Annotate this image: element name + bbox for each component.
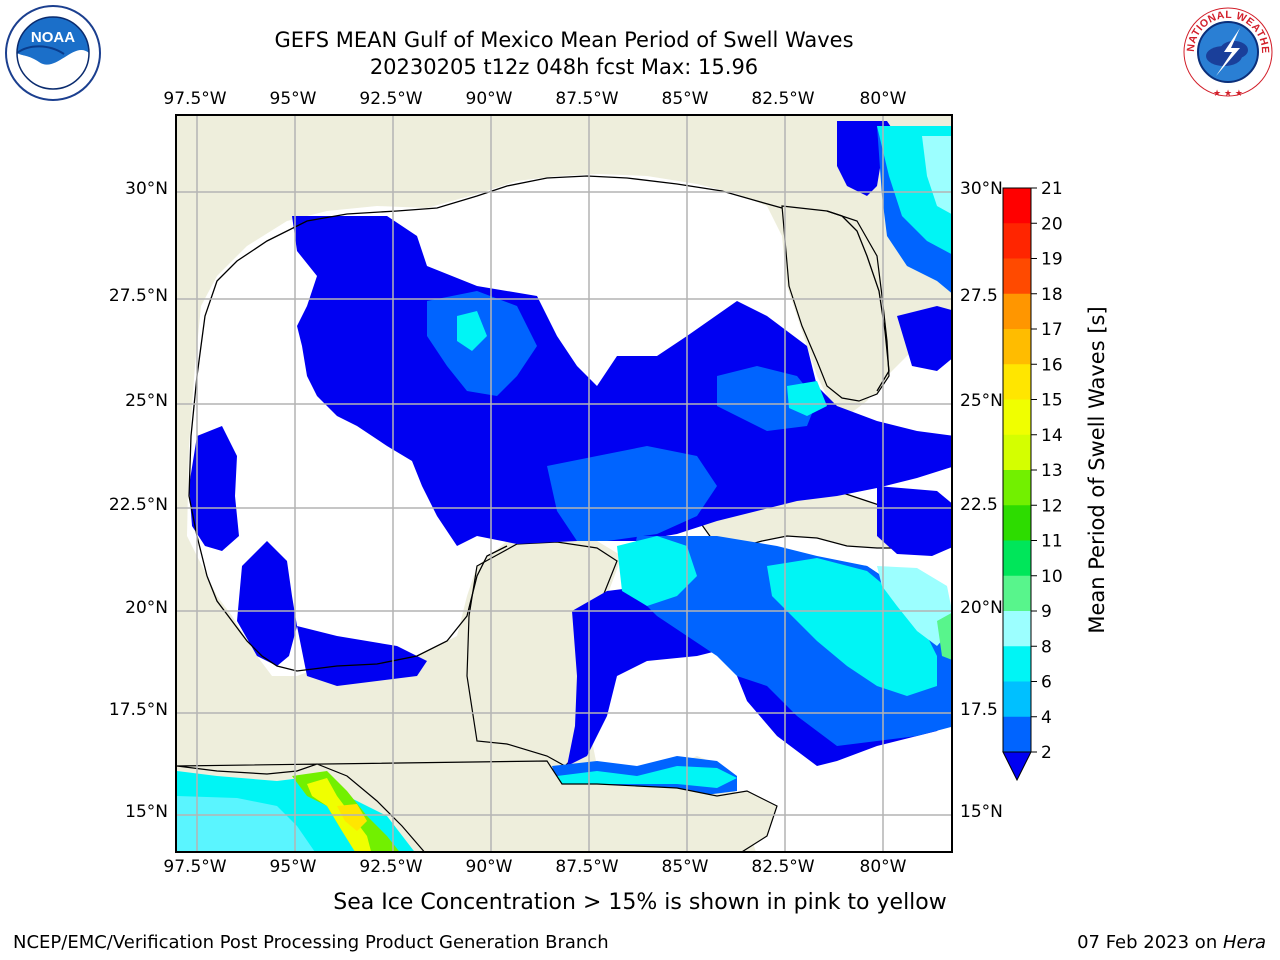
colorbar-segment xyxy=(1003,364,1031,400)
lon-label-bottom: 87.5°W xyxy=(555,857,619,877)
map-subtitle: 20230205 t12z 048h fcst Max: 15.96 xyxy=(369,55,759,79)
lon-label-top: 97.5°W xyxy=(163,89,227,109)
colorbar-segment xyxy=(1003,329,1031,365)
noaa-logo: NOAA xyxy=(5,5,101,101)
florida-coastline xyxy=(826,210,890,392)
colorbar-segment xyxy=(1003,188,1031,224)
colorbar-tick-label: 9 xyxy=(1041,602,1052,622)
colorbar-tick-label: 4 xyxy=(1041,708,1052,728)
lat-label-right: 25°N xyxy=(960,391,1003,411)
mexico-coastline xyxy=(206,545,508,672)
colorbar-tick-label: 12 xyxy=(1041,496,1063,516)
lat-label-right: 27.5 xyxy=(960,286,998,306)
pacific-ocean-region-outer xyxy=(177,796,315,851)
colorbar: 21 20 19 18 17 16 15 14 13 12 11 10 9 8 6 4 2 xyxy=(1002,180,1063,782)
colorbar-tick-label: 8 xyxy=(1041,637,1052,657)
map-canvas xyxy=(177,116,951,851)
colorbar-segment xyxy=(1003,223,1031,259)
colorbar-tick-label: 11 xyxy=(1041,532,1063,552)
lat-label-right: 15°N xyxy=(960,802,1003,822)
gulf-coastline xyxy=(188,175,783,577)
colorbar-tick-label: 19 xyxy=(1041,250,1063,270)
florida-land xyxy=(781,205,890,402)
colorbar-segment xyxy=(1003,681,1031,718)
colorbar-segment xyxy=(1003,470,1031,506)
colorbar-ticks: 21 20 19 18 17 16 15 14 13 12 11 10 9 8 6 4 2 xyxy=(1031,180,1063,763)
colorbar-tick-label: 21 xyxy=(1041,180,1063,199)
lon-label-bottom: 82.5°W xyxy=(751,857,815,877)
noaa-logo-text: NOAA xyxy=(31,29,75,46)
footer-date-text: 07 Feb 2023 on xyxy=(1077,932,1223,953)
lat-label-left: 17.5°N xyxy=(108,700,168,720)
colorbar-segment xyxy=(1003,611,1031,647)
lon-label-top: 80°W xyxy=(859,89,907,109)
colorbar-tick-label: 2 xyxy=(1041,743,1052,763)
pacific-swell-yellow-core xyxy=(337,804,367,831)
colorbar-tick-label: 20 xyxy=(1041,214,1063,234)
lat-label-right: 30°N xyxy=(960,179,1003,199)
colorbar-segments xyxy=(1002,187,1032,782)
colorbar-segment xyxy=(1003,540,1031,577)
colorbar-segment xyxy=(1003,434,1031,471)
central-america-land xyxy=(177,760,778,851)
colorbar-tick-label: 6 xyxy=(1041,673,1052,693)
svg-text:★ ★ ★: ★ ★ ★ xyxy=(1213,89,1243,99)
lat-label-left: 25°N xyxy=(125,391,168,411)
colorbar-segment xyxy=(1003,399,1031,436)
lon-label-top: 82.5°W xyxy=(751,89,815,109)
footer-credit: NCEP/EMC/Verification Post Processing Pr… xyxy=(13,932,609,953)
colorbar-tick-label: 13 xyxy=(1041,461,1063,481)
swell-period-9-11s-region xyxy=(937,613,951,660)
lon-label-bottom: 90°W xyxy=(465,857,513,877)
nws-logo: NATIONAL WEATHER SERVICE ★ ★ ★ xyxy=(1180,4,1274,99)
footer-host: Hera xyxy=(1222,932,1266,953)
footer-date: 07 Feb 2023 on Hera xyxy=(1077,932,1266,953)
graticule xyxy=(177,116,951,851)
lat-label-left: 20°N xyxy=(125,598,168,618)
colorbar-tick-label: 10 xyxy=(1041,567,1063,587)
lat-label-left: 27.5°N xyxy=(108,286,168,306)
colorbar-tick-label: 16 xyxy=(1041,355,1063,375)
swell-period-8-9s-region xyxy=(877,136,951,646)
colorbar-segment xyxy=(1003,646,1031,682)
map-title: GEFS MEAN Gulf of Mexico Mean Period of … xyxy=(274,28,854,52)
lon-label-top: 85°W xyxy=(661,89,709,109)
colorbar-segment xyxy=(1003,258,1031,295)
lon-label-bottom: 95°W xyxy=(269,857,317,877)
lon-label-top: 92.5°W xyxy=(359,89,423,109)
lon-label-bottom: 85°W xyxy=(661,857,709,877)
lat-label-right: 22.5 xyxy=(960,495,998,515)
colorbar-extend-arrow xyxy=(1002,751,1032,782)
lon-label-top: 87.5°W xyxy=(555,89,619,109)
lon-label-top: 95°W xyxy=(269,89,317,109)
lat-label-left: 15°N xyxy=(125,802,168,822)
colorbar-segment xyxy=(1003,293,1031,330)
colorbar-tick-label: 17 xyxy=(1041,320,1063,340)
colorbar-segment xyxy=(1003,716,1031,753)
lat-label-left: 30°N xyxy=(125,179,168,199)
lon-label-bottom: 97.5°W xyxy=(163,857,227,877)
lon-label-bottom: 80°W xyxy=(859,857,907,877)
colorbar-segment xyxy=(1003,505,1031,541)
colorbar-tick-label: 14 xyxy=(1041,426,1063,446)
sea-ice-note: Sea Ice Concentration > 15% is shown in … xyxy=(333,890,947,915)
map-panel xyxy=(175,114,953,853)
lat-label-left: 22.5°N xyxy=(108,495,168,515)
lat-label-right: 17.5 xyxy=(960,700,998,720)
colorbar-tick-label: 18 xyxy=(1041,285,1063,305)
lat-label-right: 20°N xyxy=(960,598,1003,618)
colorbar-tick-label: 15 xyxy=(1041,391,1063,411)
lon-label-top: 90°W xyxy=(465,89,513,109)
lon-label-bottom: 92.5°W xyxy=(359,857,423,877)
colorbar-segment xyxy=(1003,575,1031,612)
colorbar-label: Mean Period of Swell Waves [s] xyxy=(1085,306,1109,634)
